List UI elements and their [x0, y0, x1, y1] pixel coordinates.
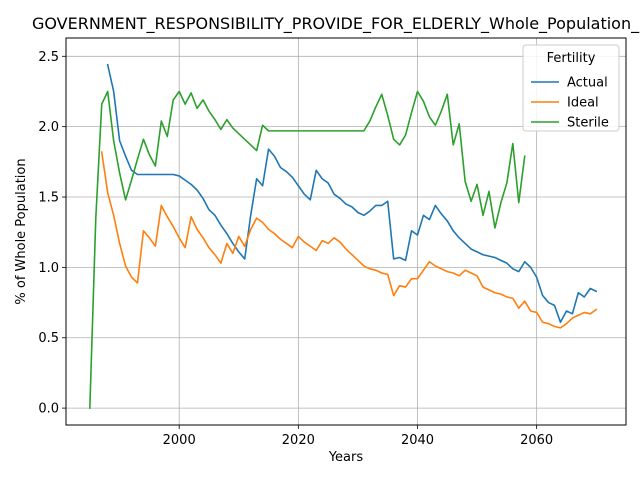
y-tick-label: 2.5	[38, 50, 59, 65]
legend-box	[522, 44, 620, 132]
x-tick-label: 2000	[163, 433, 196, 448]
legend-label-ideal: Ideal	[567, 96, 599, 111]
legend-title: Fertility	[547, 51, 596, 66]
y-tick-label: 2.0	[38, 120, 59, 135]
legend-label-actual: Actual	[567, 76, 608, 91]
series-line-actual	[106, 63, 598, 324]
y-axis-label: % of Whole Population	[14, 158, 29, 304]
series-layer	[89, 63, 598, 409]
x-tick-label: 2020	[282, 433, 315, 448]
x-tick-label: 2060	[520, 433, 553, 448]
y-tick-label: 0.5	[38, 331, 59, 346]
y-tick-label: 1.0	[38, 261, 59, 276]
x-axis: 2000 2020 2040 2060	[163, 425, 553, 448]
series-line-sterile	[89, 90, 526, 409]
legend: Fertility Actual Ideal Sterile	[522, 44, 620, 132]
y-tick-label: 1.5	[38, 191, 59, 206]
x-tick-label: 2040	[401, 433, 434, 448]
y-tick-label: 0.0	[38, 402, 59, 417]
chart-title: GOVERNMENT_RESPONSIBILITY_PROVIDE_FOR_EL…	[32, 14, 640, 34]
plot-frame	[65, 37, 627, 426]
series-line-ideal	[100, 151, 598, 329]
y-axis: 0.0 0.5 1.0 1.5 2.0 2.5	[38, 50, 66, 417]
legend-label-sterile: Sterile	[567, 116, 609, 131]
x-axis-label: Years	[328, 450, 364, 465]
